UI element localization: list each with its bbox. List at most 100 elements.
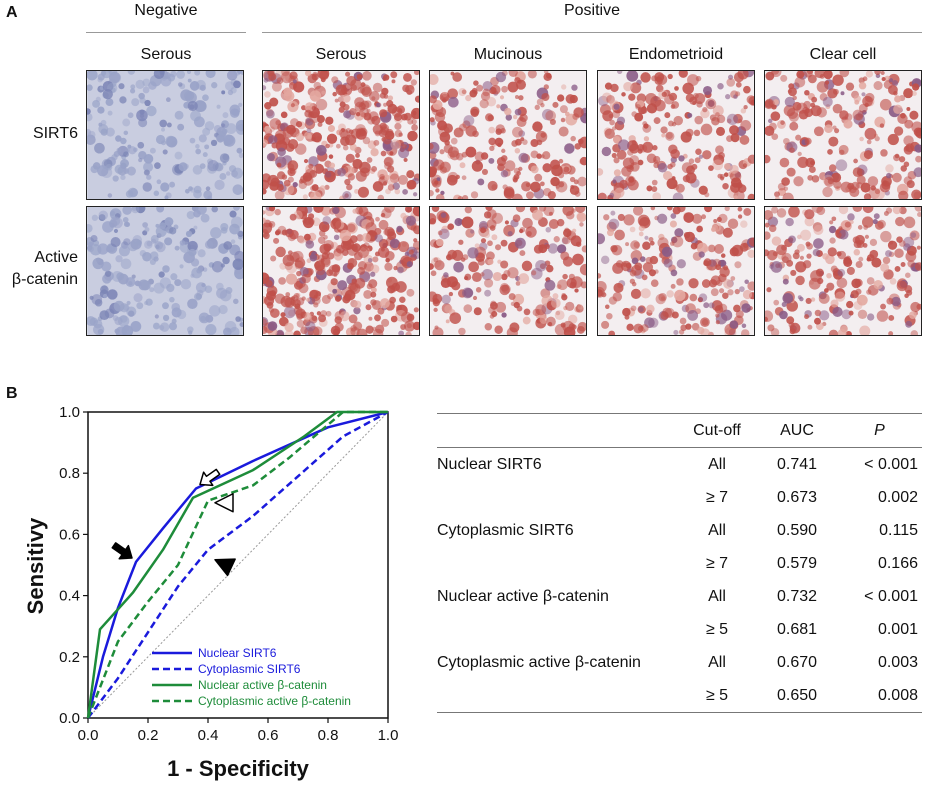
table-cell-p: 0.115: [879, 521, 918, 539]
group-positive-rule: [262, 32, 922, 33]
ihc-image-active-beta-catenin-clear-cell: [764, 206, 922, 336]
y-tick-label: 0.0: [59, 710, 80, 727]
table-cell-marker: Nuclear SIRT6: [437, 455, 542, 473]
table-cell-auc: 0.732: [776, 587, 818, 605]
table-cell-marker: Nuclear active β-catenin: [437, 587, 609, 605]
row-label-sirt6-text: SIRT6: [32, 125, 78, 142]
table-cell-marker: [437, 547, 677, 580]
table-header-marker: [437, 413, 677, 448]
table-row: ≥ 7 0.673 0.002: [437, 481, 922, 514]
legend-label: Nuclear SIRT6: [198, 646, 277, 660]
panel-a-letter: A: [6, 4, 18, 21]
table-row: ≥ 5 0.650 0.008: [437, 679, 922, 713]
table-cell-cutoff: All: [708, 653, 726, 671]
ihc-image-sirt6-mucinous: [429, 70, 587, 200]
y-tick-label: 0.2: [59, 649, 80, 666]
table-cell-marker: [437, 679, 677, 713]
plot-frame: [87, 411, 389, 719]
arrowhead-marker-2: [214, 492, 234, 513]
column-header-endometrioid: Endometrioid: [628, 46, 724, 63]
table-cell-cutoff: ≥ 7: [705, 488, 729, 506]
table-cell-cutoff: ≥ 7: [705, 554, 729, 572]
table-cell-auc: 0.590: [776, 521, 818, 539]
table-cell-auc: 0.650: [757, 679, 837, 713]
table-cell-auc: 0.681: [776, 620, 818, 638]
group-negative-rule: [86, 32, 246, 33]
row-label-active-beta-catenin: Active β-catenin: [0, 247, 78, 291]
table-header-row: Cut-off AUC P: [437, 413, 922, 448]
table-header-cutoff: Cut-off: [677, 413, 757, 448]
roc-chart: 0.0 0.2 0.4 0.6 0.8 1.0 0.0 0.2 0.4 0.6 0.8 1.0 Nucl…: [59, 404, 399, 744]
table-body: Nuclear SIRT6 All 0.741 < 0.001 ≥ 7 0.673 0.00…: [437, 448, 922, 713]
table-cell-marker: [437, 481, 677, 514]
arrow-marker-1: [199, 468, 221, 487]
table-row: ≥ 5 0.681 0.001: [437, 613, 922, 646]
table-cell-p: 0.001: [877, 620, 918, 638]
table-cell-cutoff: All: [708, 455, 726, 473]
row-label-sirt6: SIRT6: [0, 123, 78, 145]
legend-label: Nuclear active β-catenin: [198, 678, 327, 692]
table-cell-p: 0.008: [837, 679, 922, 713]
ihc-image-active-beta-catenin-serous: [262, 206, 420, 336]
x-tick-label: 0.4: [198, 727, 219, 744]
column-header-negative-serous: Serous: [140, 46, 192, 63]
series-line-cytoplasmic-sirt6: [87, 410, 389, 719]
table-header-auc: AUC: [757, 413, 837, 448]
table-row: Cytoplasmic active β-catenin All 0.670 0.00…: [437, 646, 922, 679]
table-header-p: P: [837, 413, 922, 448]
y-tick-label: 1.0: [59, 404, 80, 421]
table-cell-cutoff: All: [708, 521, 726, 539]
ihc-image-active-beta-catenin-endometrioid: [597, 206, 755, 336]
reference-diagonal: [87, 411, 389, 719]
panel-b-letter: B: [6, 385, 18, 402]
ihc-image-active-beta-catenin-serous-negative: [86, 206, 244, 336]
table-cell-auc: 0.741: [776, 455, 818, 473]
ihc-image-sirt6-serous-negative: [86, 70, 244, 200]
column-header-clear-cell: Clear cell: [809, 46, 877, 63]
table-row: ≥ 7 0.579 0.166: [437, 547, 922, 580]
series-line-cytoplasmic-active-catenin: [86, 410, 388, 719]
ihc-image-sirt6-clear-cell: [764, 70, 922, 200]
table-cell-auc: 0.670: [776, 653, 818, 671]
x-tick-label: 0.2: [138, 727, 159, 744]
table-cell-marker: [437, 613, 677, 646]
table-cell-p: 0.002: [877, 488, 918, 506]
table-cell-p: 0.166: [877, 554, 918, 572]
table-cell-p: 0.003: [877, 653, 918, 671]
x-axis-title: 1 - Specificity: [167, 756, 309, 781]
table-row: Cytoplasmic SIRT6 All 0.590 0.115: [437, 514, 922, 547]
y-tick-label: 0.6: [59, 526, 80, 543]
y-tick-label: 0.4: [59, 588, 80, 605]
legend-label: Cytoplasmic active β-catenin: [198, 694, 351, 708]
table-cell-marker: Cytoplasmic active β-catenin: [437, 653, 641, 671]
y-tick-label: 0.8: [59, 465, 80, 482]
x-tick-label: 0.6: [258, 727, 279, 744]
x-tick-label: 0.0: [78, 727, 99, 744]
x-tick-label: 0.8: [318, 727, 339, 744]
x-tick-label: 1.0: [378, 727, 399, 744]
table-cell-marker: Cytoplasmic SIRT6: [437, 521, 574, 539]
table-row: Nuclear active β-catenin All 0.732 < 0.001: [437, 580, 922, 613]
column-header-mucinous: Mucinous: [473, 46, 543, 63]
legend-label: Cytoplasmic SIRT6: [198, 662, 301, 676]
arrow-marker-0: [111, 542, 133, 560]
row-label-line-2: β-catenin: [11, 271, 78, 288]
table-cell-cutoff: ≥ 5: [677, 679, 757, 713]
group-positive-label: Positive: [563, 2, 621, 19]
row-label-line-1: Active: [34, 249, 78, 266]
table-cell-auc: 0.579: [776, 554, 818, 572]
arrowhead-marker-3: [214, 558, 236, 577]
table-cell-p: < 0.001: [864, 587, 918, 605]
column-header-serous: Serous: [315, 46, 367, 63]
table-cell-p: < 0.001: [864, 455, 918, 473]
table-cell-cutoff: All: [708, 587, 726, 605]
auc-table: Cut-off AUC P Nuclear SIRT6 All 0.741 < 0.0…: [437, 413, 922, 713]
group-negative-label: Negative: [134, 2, 198, 19]
table-cell-auc: 0.673: [776, 488, 818, 506]
table-row: Nuclear SIRT6 All 0.741 < 0.001: [437, 448, 922, 482]
table-cell-cutoff: ≥ 5: [705, 620, 729, 638]
ihc-image-sirt6-endometrioid: [597, 70, 755, 200]
ihc-image-active-beta-catenin-mucinous: [429, 206, 587, 336]
ihc-image-sirt6-serous: [262, 70, 420, 200]
series-line-nuclear-active-catenin: [86, 410, 388, 719]
